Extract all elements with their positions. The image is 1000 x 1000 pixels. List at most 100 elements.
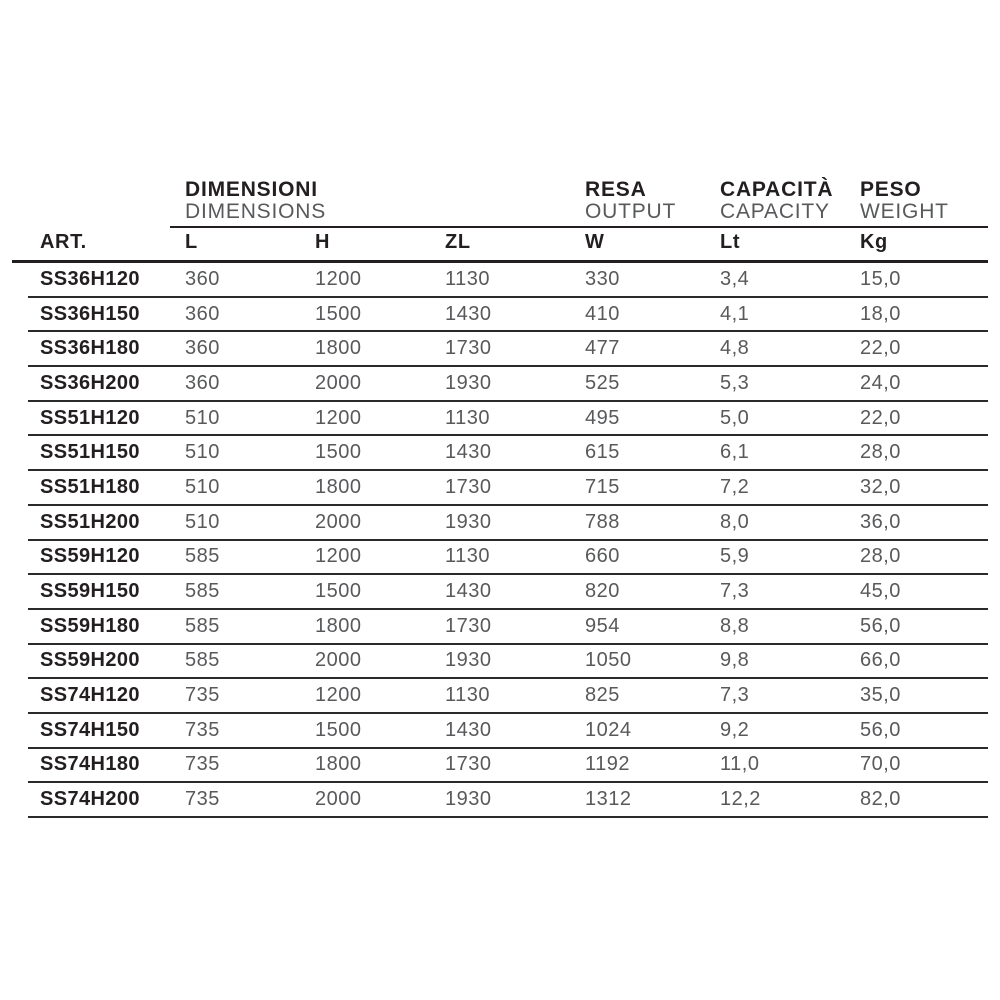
cell-kg: 18,0 [860,302,901,325]
cell-kg: 22,0 [860,337,901,360]
cell-kg: 28,0 [860,545,901,568]
cell-art-code: SS59H180 [40,614,140,637]
group-weight: PESO WEIGHT [845,178,988,228]
cell-lt: 5,3 [720,371,750,394]
cell-zl: 1430 [445,441,492,464]
cell-h: 1800 [315,753,362,776]
group-header-row: DIMENSIONI DIMENSIONS RESA OUTPUT CAPACI… [12,178,988,228]
cell-art-code: SS74H120 [40,684,140,707]
cell-lt: 12,2 [720,788,761,811]
cell-w: 410 [585,302,620,325]
cell-h: 1800 [315,475,362,498]
table-row: SS36H120 360 1200 1130 330 3,4 15,0 [28,263,988,298]
cell-kg: 35,0 [860,684,901,707]
table-row: SS36H200 360 2000 1930 525 5,3 24,0 [28,367,988,402]
column-label-zl: ZL [445,231,471,253]
cell-l: 735 [185,718,220,741]
cell-art-code: SS36H150 [40,302,140,325]
cell-w: 954 [585,614,620,637]
cell-w: 477 [585,337,620,360]
cell-art-code: SS74H150 [40,718,140,741]
column-label-l: L [185,231,198,253]
cell-lt: 8,0 [720,510,750,533]
cell-kg: 70,0 [860,753,901,776]
column-label-lt: Lt [720,231,741,253]
table-row: SS74H120 735 1200 1130 825 7,3 35,0 [28,679,988,714]
cell-kg: 36,0 [860,510,901,533]
cell-lt: 7,3 [720,684,750,707]
cell-kg: 66,0 [860,649,901,672]
cell-art-code: SS74H200 [40,788,140,811]
cell-l: 510 [185,441,220,464]
table-row: SS59H120 585 1200 1130 660 5,9 28,0 [28,541,988,576]
cell-kg: 56,0 [860,614,901,637]
table-row: SS59H200 585 2000 1930 1050 9,8 66,0 [28,645,988,680]
cell-l: 585 [185,614,220,637]
cell-w: 820 [585,580,620,603]
table-row: SS74H150 735 1500 1430 1024 9,2 56,0 [28,714,988,749]
cell-h: 1800 [315,614,362,637]
cell-l: 510 [185,406,220,429]
cell-zl: 1430 [445,302,492,325]
cell-l: 360 [185,337,220,360]
cell-zl: 1730 [445,753,492,776]
cell-l: 735 [185,684,220,707]
cell-w: 825 [585,684,620,707]
table-row: SS36H150 360 1500 1430 410 4,1 18,0 [28,298,988,333]
cell-h: 1200 [315,406,362,429]
table-row: SS51H150 510 1500 1430 615 6,1 28,0 [28,436,988,472]
cell-art-code: SS51H180 [40,475,140,498]
cell-kg: 22,0 [860,406,901,429]
group-output-title: RESA [585,178,647,201]
cell-kg: 56,0 [860,718,901,741]
cell-art-code: SS59H150 [40,580,140,603]
table-row: SS51H120 510 1200 1130 495 5,0 22,0 [28,402,988,437]
group-output: RESA OUTPUT [570,178,705,228]
cell-l: 735 [185,753,220,776]
cell-l: 585 [185,649,220,672]
column-label-h: H [315,231,331,253]
cell-zl: 1730 [445,475,492,498]
cell-w: 330 [585,267,620,290]
cell-l: 585 [185,580,220,603]
column-label-kg: Kg [860,231,888,253]
cell-w: 615 [585,441,620,464]
group-capacity-title: CAPACITÀ [720,178,834,201]
group-capacity-subtitle: CAPACITY [720,200,830,223]
cell-lt: 9,2 [720,718,750,741]
cell-art-code: SS51H200 [40,510,140,533]
cell-w: 660 [585,545,620,568]
cell-h: 1500 [315,580,362,603]
column-label-row: ART. L H ZL W Lt Kg [12,227,988,263]
column-label-w: W [585,231,605,253]
cell-lt: 5,0 [720,406,750,429]
column-label-art: ART. [40,231,87,253]
cell-art-code: SS74H180 [40,753,140,776]
table-row: SS74H180 735 1800 1730 1192 11,0 70,0 [28,749,988,784]
cell-lt: 4,1 [720,302,750,325]
cell-h: 2000 [315,510,362,533]
cell-w: 788 [585,510,620,533]
group-weight-title: PESO [860,178,922,201]
table-row: SS36H180 360 1800 1730 477 4,8 22,0 [28,332,988,368]
cell-l: 360 [185,267,220,290]
cell-zl: 1130 [445,684,491,707]
cell-art-code: SS36H180 [40,337,140,360]
group-output-subtitle: OUTPUT [585,200,677,223]
cell-w: 1192 [585,753,631,776]
cell-h: 1200 [315,684,362,707]
cell-h: 1200 [315,545,362,568]
cell-w: 1312 [585,788,632,811]
group-weight-subtitle: WEIGHT [860,200,949,223]
cell-h: 1500 [315,302,362,325]
cell-zl: 1130 [445,545,491,568]
cell-l: 510 [185,510,220,533]
table-row: SS59H180 585 1800 1730 954 8,8 56,0 [28,610,988,645]
table-row: SS51H200 510 2000 1930 788 8,0 36,0 [28,506,988,541]
cell-h: 1800 [315,337,362,360]
cell-art-code: SS36H120 [40,267,140,290]
cell-h: 1500 [315,441,362,464]
cell-kg: 32,0 [860,475,901,498]
group-dimensions: DIMENSIONI DIMENSIONS [170,178,570,228]
